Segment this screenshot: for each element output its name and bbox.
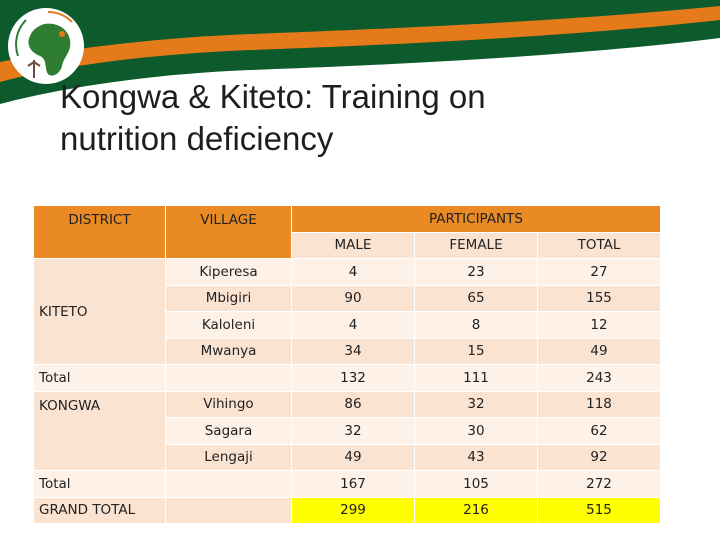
village-cell-empty: [165, 470, 292, 498]
total-cell: 155: [537, 284, 661, 312]
grand-total-row: GRAND TOTAL 299 216 515: [33, 496, 661, 524]
table-row: Sagara 32 30 62: [34, 417, 661, 445]
total-cell: 243: [537, 364, 661, 392]
female-cell: 30: [414, 417, 538, 445]
male-cell: 32: [291, 417, 415, 445]
total-cell: 272: [537, 470, 661, 498]
participants-table: DISTRICT VILLAGE PARTICIPANTS MALE FEMAL…: [33, 205, 661, 524]
female-cell: 65: [414, 284, 538, 312]
total-cell: 92: [537, 443, 661, 471]
header-district: DISTRICT: [33, 205, 166, 259]
header-banner: [0, 0, 720, 104]
male-cell: 167: [291, 470, 415, 498]
male-cell: 34: [291, 337, 415, 365]
table-row: KITETO Kiperesa 4 23 27: [33, 258, 661, 365]
kiteto-total-row: Total 132 111 243: [33, 364, 661, 392]
subheader-male: MALE: [291, 231, 415, 259]
male-cell: 86: [291, 390, 415, 418]
female-cell: 105: [414, 470, 538, 498]
female-cell: 32: [414, 390, 538, 418]
subheader-female: FEMALE: [414, 231, 538, 259]
village-cell: Kiperesa: [165, 258, 292, 286]
africa-rising-logo: [8, 8, 84, 84]
banner-green-top: [0, 0, 720, 62]
village-cell: Mwanya: [165, 337, 292, 365]
title-line-1: Kongwa & Kiteto: Training on: [60, 78, 486, 115]
district-kiteto: KITETO: [33, 258, 166, 365]
slide-title: Kongwa & Kiteto: Training on nutrition d…: [60, 76, 700, 160]
subheader-total: TOTAL: [537, 231, 661, 259]
total-label: Total: [33, 364, 166, 392]
female-cell: 15: [414, 337, 538, 365]
total-cell: 12: [537, 311, 661, 339]
district-kongwa: KONGWA: [33, 390, 166, 471]
female-cell: 216: [414, 496, 538, 524]
male-cell: 299: [291, 496, 415, 524]
kongwa-total-row: Total 167 105 272: [33, 470, 661, 498]
male-cell: 4: [291, 258, 415, 286]
table-row: KONGWA Vihingo 86 32 118: [33, 390, 661, 471]
male-cell: 49: [291, 443, 415, 471]
total-cell: 62: [537, 417, 661, 445]
total-cell: 515: [537, 496, 661, 524]
title-line-2: nutrition deficiency: [60, 120, 334, 157]
header-row: DISTRICT VILLAGE PARTICIPANTS: [33, 205, 661, 259]
village-cell: Kaloleni: [165, 311, 292, 339]
header-village: VILLAGE: [165, 205, 292, 259]
male-cell: 90: [291, 284, 415, 312]
female-cell: 8: [414, 311, 538, 339]
female-cell: 111: [414, 364, 538, 392]
village-cell-empty: [165, 496, 292, 524]
village-cell: Mbigiri: [165, 284, 292, 312]
male-cell: 4: [291, 311, 415, 339]
subheader-row: MALE FEMALE TOTAL: [34, 231, 661, 259]
table-row: Lengaji 49 43 92: [34, 443, 661, 471]
village-cell: Vihingo: [165, 390, 292, 418]
total-cell: 27: [537, 258, 661, 286]
grand-total-label: GRAND TOTAL: [33, 496, 166, 524]
female-cell: 23: [414, 258, 538, 286]
male-cell: 132: [291, 364, 415, 392]
village-cell-empty: [165, 364, 292, 392]
village-cell: Sagara: [165, 417, 292, 445]
total-label: Total: [33, 470, 166, 498]
header-participants: PARTICIPANTS: [291, 205, 661, 233]
female-cell: 43: [414, 443, 538, 471]
total-cell: 49: [537, 337, 661, 365]
village-cell: Lengaji: [165, 443, 292, 471]
total-cell: 118: [537, 390, 661, 418]
